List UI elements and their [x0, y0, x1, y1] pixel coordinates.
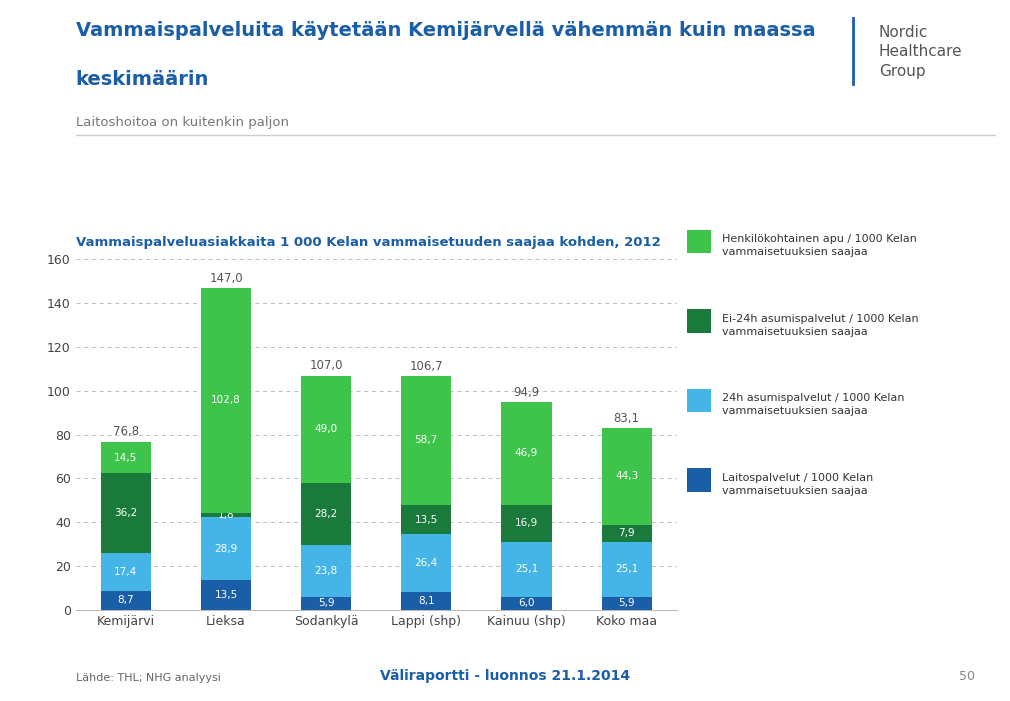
Text: Nordic
Healthcare
Group: Nordic Healthcare Group: [879, 25, 963, 79]
Bar: [201, 580, 251, 610]
Text: 6,0: 6,0: [518, 598, 534, 608]
Text: Lähde: THL; NHG analyysi: Lähde: THL; NHG analyysi: [76, 674, 220, 683]
Text: 36,2: 36,2: [114, 508, 137, 518]
Bar: [201, 513, 251, 517]
Bar: [401, 592, 451, 610]
Bar: [687, 309, 711, 333]
Text: 16,9: 16,9: [515, 518, 538, 529]
Bar: [101, 473, 150, 552]
Bar: [101, 442, 150, 473]
Bar: [401, 505, 451, 534]
Text: 44,3: 44,3: [615, 471, 638, 481]
Text: 102,8: 102,8: [211, 395, 240, 405]
Text: 50: 50: [958, 670, 975, 683]
Text: 23,8: 23,8: [314, 566, 337, 576]
Bar: [201, 517, 251, 580]
Bar: [602, 597, 651, 610]
Text: keskimäärin: keskimäärin: [76, 70, 209, 89]
Text: 147,0: 147,0: [209, 271, 242, 285]
Text: Laitospalvelut / 1000 Kelan
vammaisetuuksien saajaa: Laitospalvelut / 1000 Kelan vammaisetuuk…: [722, 472, 874, 496]
Bar: [602, 542, 651, 597]
Bar: [687, 468, 711, 492]
Bar: [501, 402, 551, 505]
Text: 17,4: 17,4: [114, 566, 137, 577]
Text: 25,1: 25,1: [515, 564, 538, 574]
Text: 28,2: 28,2: [314, 509, 337, 519]
Bar: [301, 545, 351, 597]
Bar: [301, 483, 351, 545]
Text: 49,0: 49,0: [314, 424, 337, 435]
Bar: [301, 597, 351, 610]
Text: 28,9: 28,9: [214, 544, 237, 554]
Text: 58,7: 58,7: [415, 435, 438, 445]
Text: 76,8: 76,8: [113, 426, 139, 438]
Text: 5,9: 5,9: [618, 599, 635, 608]
Bar: [101, 552, 150, 591]
Bar: [501, 542, 551, 597]
Text: 107,0: 107,0: [309, 359, 343, 372]
Text: Väliraportti - luonnos 21.1.2014: Väliraportti - luonnos 21.1.2014: [380, 669, 630, 683]
Bar: [501, 505, 551, 542]
Text: 13,5: 13,5: [214, 590, 237, 600]
Text: Laitoshoitoa on kuitenkin paljon: Laitoshoitoa on kuitenkin paljon: [76, 116, 289, 129]
Text: 14,5: 14,5: [114, 453, 137, 463]
Text: 13,5: 13,5: [415, 515, 438, 524]
Bar: [201, 288, 251, 513]
Text: 106,7: 106,7: [409, 360, 443, 373]
Bar: [602, 524, 651, 542]
Text: 24h asumispalvelut / 1000 Kelan
vammaisetuuksien saajaa: 24h asumispalvelut / 1000 Kelan vammaise…: [722, 393, 905, 416]
Text: 5,9: 5,9: [318, 599, 334, 608]
Bar: [101, 591, 150, 610]
Text: 94,9: 94,9: [513, 386, 539, 399]
Text: 1,8: 1,8: [218, 510, 234, 520]
Bar: [602, 428, 651, 524]
Text: Vammaispalveluasiakkaita 1 000 Kelan vammaisetuuden saajaa kohden, 2012: Vammaispalveluasiakkaita 1 000 Kelan vam…: [76, 236, 661, 249]
Bar: [401, 376, 451, 505]
Text: 25,1: 25,1: [615, 564, 638, 574]
Bar: [687, 389, 711, 412]
Text: 26,4: 26,4: [415, 558, 438, 569]
Text: 7,9: 7,9: [618, 529, 635, 538]
Bar: [501, 597, 551, 610]
Bar: [401, 534, 451, 592]
Text: 83,1: 83,1: [614, 411, 639, 425]
Bar: [687, 230, 711, 254]
Bar: [301, 376, 351, 483]
Text: 8,1: 8,1: [418, 596, 434, 606]
Text: 46,9: 46,9: [515, 449, 538, 458]
Text: 8,7: 8,7: [117, 595, 134, 606]
Text: Vammaispalveluita käytetään Kemijärvellä vähemmän kuin maassa: Vammaispalveluita käytetään Kemijärvellä…: [76, 21, 815, 40]
Text: Ei-24h asumispalvelut / 1000 Kelan
vammaisetuuksien saajaa: Ei-24h asumispalvelut / 1000 Kelan vamma…: [722, 314, 919, 336]
Text: Henkilökohtainen apu / 1000 Kelan
vammaisetuuksien saajaa: Henkilökohtainen apu / 1000 Kelan vammai…: [722, 234, 917, 257]
